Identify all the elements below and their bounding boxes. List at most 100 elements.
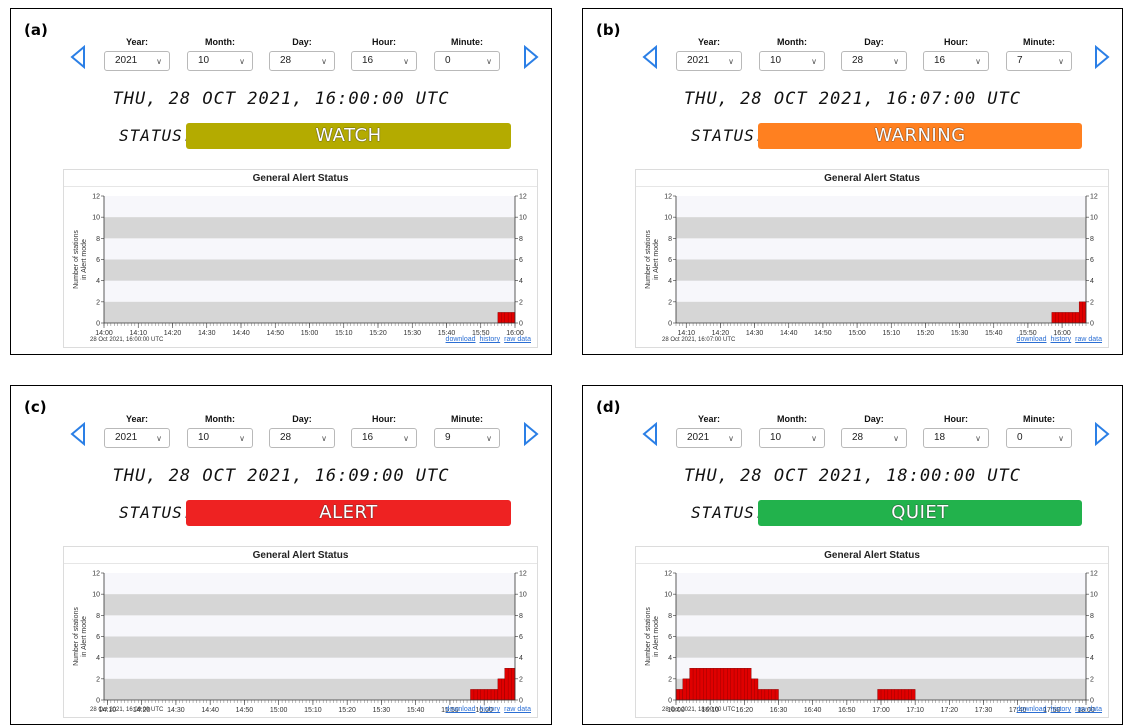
minute-value: 0: [445, 55, 451, 66]
y-axis-title: Number of stationsin Alert mode: [73, 230, 88, 289]
minute-label: Minute:: [451, 414, 483, 424]
x-tick-label: 16:00: [506, 330, 524, 337]
x-tick-label: 14:30: [746, 330, 764, 337]
chevron-down-icon: ∨: [403, 57, 409, 66]
hour-select[interactable]: 16 ∨: [351, 51, 417, 71]
year-label: Year:: [125, 37, 149, 47]
y-tick-label: 10: [519, 215, 527, 222]
year-select[interactable]: 2021 ∨: [676, 51, 742, 71]
year-value: 2021: [115, 55, 138, 66]
year-select[interactable]: 2021 ∨: [104, 428, 170, 448]
y-axis-title: Number of stationsin Alert mode: [645, 230, 660, 289]
minute-select[interactable]: 9 ∨: [434, 428, 500, 448]
month-select[interactable]: 10 ∨: [187, 428, 253, 448]
history-link[interactable]: history: [479, 706, 501, 713]
raw-data-link[interactable]: raw data: [504, 706, 531, 713]
y-tick-label: 6: [1090, 634, 1094, 641]
raw-data-link[interactable]: raw data: [504, 336, 531, 343]
month-select[interactable]: 10 ∨: [759, 428, 825, 448]
y-tick-label: 12: [92, 194, 100, 201]
triangle-left-icon: [70, 421, 85, 447]
x-tick-label: 16:20: [736, 707, 754, 714]
y-tick-label: 12: [92, 571, 100, 578]
next-time-button[interactable]: [522, 421, 540, 447]
chevron-down-icon: ∨: [486, 57, 492, 66]
x-tick-label: 14:20: [164, 330, 182, 337]
x-tick-label: 15:20: [917, 330, 935, 337]
y-tick-label: 4: [96, 278, 100, 285]
download-link[interactable]: download: [445, 706, 476, 713]
x-tick-label: 16:40: [804, 707, 822, 714]
figure-panel: (c) Year: 2021 ∨ Month: 10 ∨ Day: 28 ∨ Hour: 16 ∨ Min…: [10, 385, 552, 725]
next-time-button[interactable]: [1093, 421, 1111, 447]
year-select[interactable]: 2021 ∨: [104, 51, 170, 71]
minute-select[interactable]: 0 ∨: [1006, 428, 1072, 448]
minute-label: Minute:: [451, 37, 483, 47]
status-label: STATUS:: [691, 503, 766, 522]
y-tick-label: 4: [1090, 278, 1094, 285]
prev-time-button[interactable]: [69, 421, 87, 447]
history-link[interactable]: history: [1050, 336, 1072, 343]
x-tick-label: 15:50: [472, 330, 490, 337]
year-select[interactable]: 2021 ∨: [676, 428, 742, 448]
month-select[interactable]: 10 ∨: [759, 51, 825, 71]
x-tick-label: 14:40: [201, 707, 219, 714]
month-value: 10: [770, 432, 782, 443]
x-tick-label: 15:50: [441, 707, 459, 714]
download-link[interactable]: download: [1016, 706, 1047, 713]
y-tick-label: 0: [1090, 698, 1094, 705]
datetime-display: THU, 28 OCT 2021, 18:00:00 UTC: [683, 466, 1022, 486]
hour-select[interactable]: 16 ∨: [923, 51, 989, 71]
x-tick-label: 14:00: [95, 330, 113, 337]
x-tick-label: 14:30: [198, 330, 216, 337]
year-field: Year: 2021 ∨: [104, 413, 170, 448]
next-time-button[interactable]: [1093, 44, 1111, 70]
hour-select[interactable]: 18 ∨: [923, 428, 989, 448]
month-select[interactable]: 10 ∨: [187, 51, 253, 71]
y-tick-label: 8: [519, 613, 523, 620]
raw-data-link[interactable]: raw data: [1075, 706, 1102, 713]
hour-value: 16: [934, 55, 946, 66]
day-select[interactable]: 28 ∨: [841, 428, 907, 448]
day-select[interactable]: 28 ∨: [269, 51, 335, 71]
title-divider: [636, 186, 1108, 187]
prev-time-button[interactable]: [641, 421, 659, 447]
prev-time-button[interactable]: [641, 44, 659, 70]
y-tick-label: 12: [664, 571, 672, 578]
minute-select[interactable]: 0 ∨: [434, 51, 500, 71]
y-tick-label: 2: [96, 299, 100, 306]
next-time-button[interactable]: [522, 44, 540, 70]
prev-time-button[interactable]: [69, 44, 87, 70]
download-link[interactable]: download: [445, 336, 476, 343]
y-tick-label: 8: [1090, 236, 1094, 243]
y-tick-label: 2: [1090, 299, 1094, 306]
status-label: STATUS:: [119, 126, 194, 145]
x-tick-label: 17:50: [1043, 707, 1061, 714]
history-link[interactable]: history: [1050, 706, 1072, 713]
download-link[interactable]: download: [1016, 336, 1047, 343]
hour-value: 16: [362, 432, 374, 443]
day-value: 28: [280, 432, 292, 443]
month-label: Month:: [777, 37, 807, 47]
month-label: Month:: [205, 37, 235, 47]
y-tick-label: 10: [664, 215, 672, 222]
y-axis-title: Number of stationsin Alert mode: [645, 607, 660, 666]
x-tick-label: 14:40: [232, 330, 250, 337]
raw-data-link[interactable]: raw data: [1075, 336, 1102, 343]
x-tick-label: 16:00: [667, 707, 685, 714]
figure-panel: (b) Year: 2021 ∨ Month: 10 ∨ Day: 28 ∨ Hour: 16 ∨ Min…: [582, 8, 1123, 355]
year-value: 2021: [115, 432, 138, 443]
hour-select[interactable]: 16 ∨: [351, 428, 417, 448]
y-tick-label: 12: [1090, 571, 1098, 578]
day-select[interactable]: 28 ∨: [269, 428, 335, 448]
history-link[interactable]: history: [479, 336, 501, 343]
month-label: Month:: [205, 414, 235, 424]
y-tick-label: 4: [519, 655, 523, 662]
y-tick-label: 8: [519, 236, 523, 243]
day-select[interactable]: 28 ∨: [841, 51, 907, 71]
minute-select[interactable]: 7 ∨: [1006, 51, 1072, 71]
alert-chart: General Alert Status 0 0 2 2 4 4 6 6 8 8 10 10 12 12 14…: [63, 169, 538, 348]
day-label: Day:: [864, 414, 884, 424]
title-divider: [64, 563, 537, 564]
year-field: Year: 2021 ∨: [676, 413, 742, 448]
